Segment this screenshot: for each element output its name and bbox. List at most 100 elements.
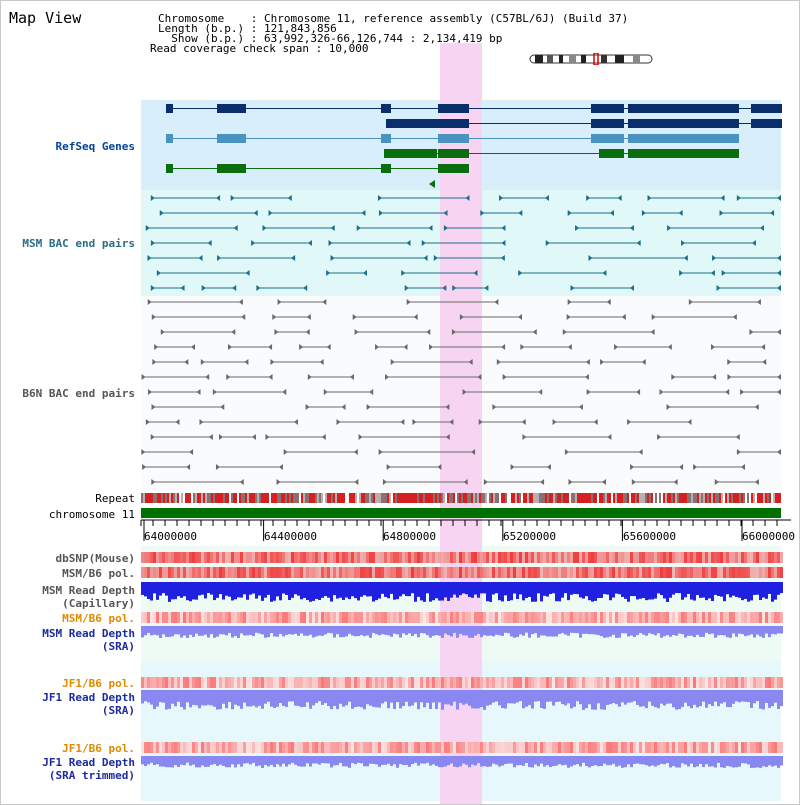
msm-cap-depth-bar <box>618 582 621 595</box>
dbsnp-cell <box>300 552 303 563</box>
repeat-element <box>153 493 155 503</box>
repeat-element <box>473 493 475 503</box>
dbsnp-cell <box>285 552 288 563</box>
jf1-pol-cell <box>747 677 750 688</box>
dbsnp-cell <box>258 552 261 563</box>
msm-pol-cell <box>411 567 414 578</box>
bac-end <box>245 270 250 276</box>
jf1-sra-depth-bar <box>411 690 414 706</box>
bac-end <box>145 419 150 425</box>
repeat-element <box>395 493 397 503</box>
repeat-element <box>517 493 519 503</box>
jf1-pol2-cell <box>474 742 477 753</box>
chromosome-ideogram[interactable] <box>529 53 655 65</box>
repeat-element <box>741 493 743 503</box>
jf1-trim-depth-bar <box>375 756 378 765</box>
msm-sra-depth-bar <box>207 626 210 638</box>
repeat-element <box>587 493 589 503</box>
msm-pol-cell <box>378 567 381 578</box>
jf1-trim-depth-bar <box>324 756 327 764</box>
jf1-trim-depth-bar <box>405 756 408 765</box>
repeat-element <box>715 493 717 503</box>
msm-cap-depth-bar <box>621 582 624 597</box>
repeat-element <box>179 493 181 503</box>
repeat-element <box>759 493 761 503</box>
msm-sra-depth-bar <box>222 626 225 635</box>
jf1-pol2-cell <box>675 742 678 753</box>
jf1-pol2-cell <box>717 742 720 753</box>
msm-pol2-cell <box>486 612 489 623</box>
bac-end <box>478 419 483 425</box>
bac-end <box>502 374 507 380</box>
jf1-pol-cell <box>225 677 228 688</box>
msm-cap-depth-bar <box>396 582 399 600</box>
msm-pol2-cell <box>456 612 459 623</box>
dbsnp-cell <box>279 552 282 563</box>
msm-sra-depth-bar <box>276 626 279 637</box>
bac-end <box>141 374 146 380</box>
dbsnp-cell <box>357 552 360 563</box>
jf1-trim-depth-bar <box>240 756 243 767</box>
msm-sra-depth-bar <box>405 626 408 635</box>
dbsnp-cell <box>213 552 216 563</box>
repeat-element <box>705 493 707 503</box>
jf1-pol2-cell <box>606 742 609 753</box>
jf1-pol2-cell <box>774 742 777 753</box>
bac-end <box>500 255 505 261</box>
msm-sra-depth-bar <box>483 626 486 636</box>
repeat-element <box>753 493 755 503</box>
msm-pol2-cell <box>750 612 753 623</box>
jf1-pol2-cell <box>777 742 780 753</box>
msm-pol-cell <box>447 567 450 578</box>
jf1-pol-cell <box>318 677 321 688</box>
msm-pol-cell <box>198 567 201 578</box>
jf1-sra-depth-bar <box>621 690 624 703</box>
msm-cap-depth-bar <box>174 582 177 600</box>
jf1-pol2-cell <box>234 742 237 753</box>
jf1-trim-depth-bar <box>732 756 735 768</box>
jf1-pol-cell <box>267 677 270 688</box>
jf1-sra-depth-bar <box>144 690 147 702</box>
jf1-sra-depth-bar <box>420 690 423 703</box>
repeat-element <box>191 493 193 503</box>
msm-sra-depth-bar <box>768 626 771 638</box>
dbsnp-cell <box>282 552 285 563</box>
repeat-element <box>463 493 465 503</box>
bac-end <box>369 389 374 395</box>
msm-pol2-cell <box>321 612 324 623</box>
jf1-pol2-cell <box>663 742 666 753</box>
dbsnp-cell <box>201 552 204 563</box>
bac-end <box>630 464 635 470</box>
jf1-pol2-cell <box>741 742 744 753</box>
jf1-pol2-cell <box>528 742 531 753</box>
msm-sra-depth-bar <box>387 626 390 636</box>
jf1-pol2-cell <box>729 742 732 753</box>
jf1-sra-depth-bar <box>453 690 456 702</box>
bac-end <box>226 374 231 380</box>
msm-pol2-cell <box>216 612 219 623</box>
msm-pol-cell <box>771 567 774 578</box>
jf1-pol2-cell <box>231 742 234 753</box>
dbsnp-cell <box>558 552 561 563</box>
jf1-pol-cell <box>414 677 417 688</box>
jf1-sra-depth-bar <box>246 690 249 707</box>
dbsnp-cell <box>729 552 732 563</box>
msm-pol2-cell <box>180 612 183 623</box>
msm-cap-depth-bar <box>447 582 450 601</box>
jf1-trim-depth-bar <box>258 756 261 766</box>
jf1-pol-cell <box>456 677 459 688</box>
jf1-pol-cell <box>549 677 552 688</box>
bac-end <box>629 285 634 291</box>
jf1-pol2-cell <box>345 742 348 753</box>
jf1-trim-depth-bar <box>522 756 525 766</box>
gene-exon <box>384 149 437 158</box>
repeat-element <box>475 493 477 503</box>
repeat-element <box>189 493 191 503</box>
gene-exon <box>751 104 782 113</box>
msm-pol-cell <box>561 567 564 578</box>
jf1-pol-cell <box>684 677 687 688</box>
bac-end <box>578 404 583 410</box>
jf1-sra-depth-bar <box>378 690 381 708</box>
msm-pol2-cell <box>558 612 561 623</box>
